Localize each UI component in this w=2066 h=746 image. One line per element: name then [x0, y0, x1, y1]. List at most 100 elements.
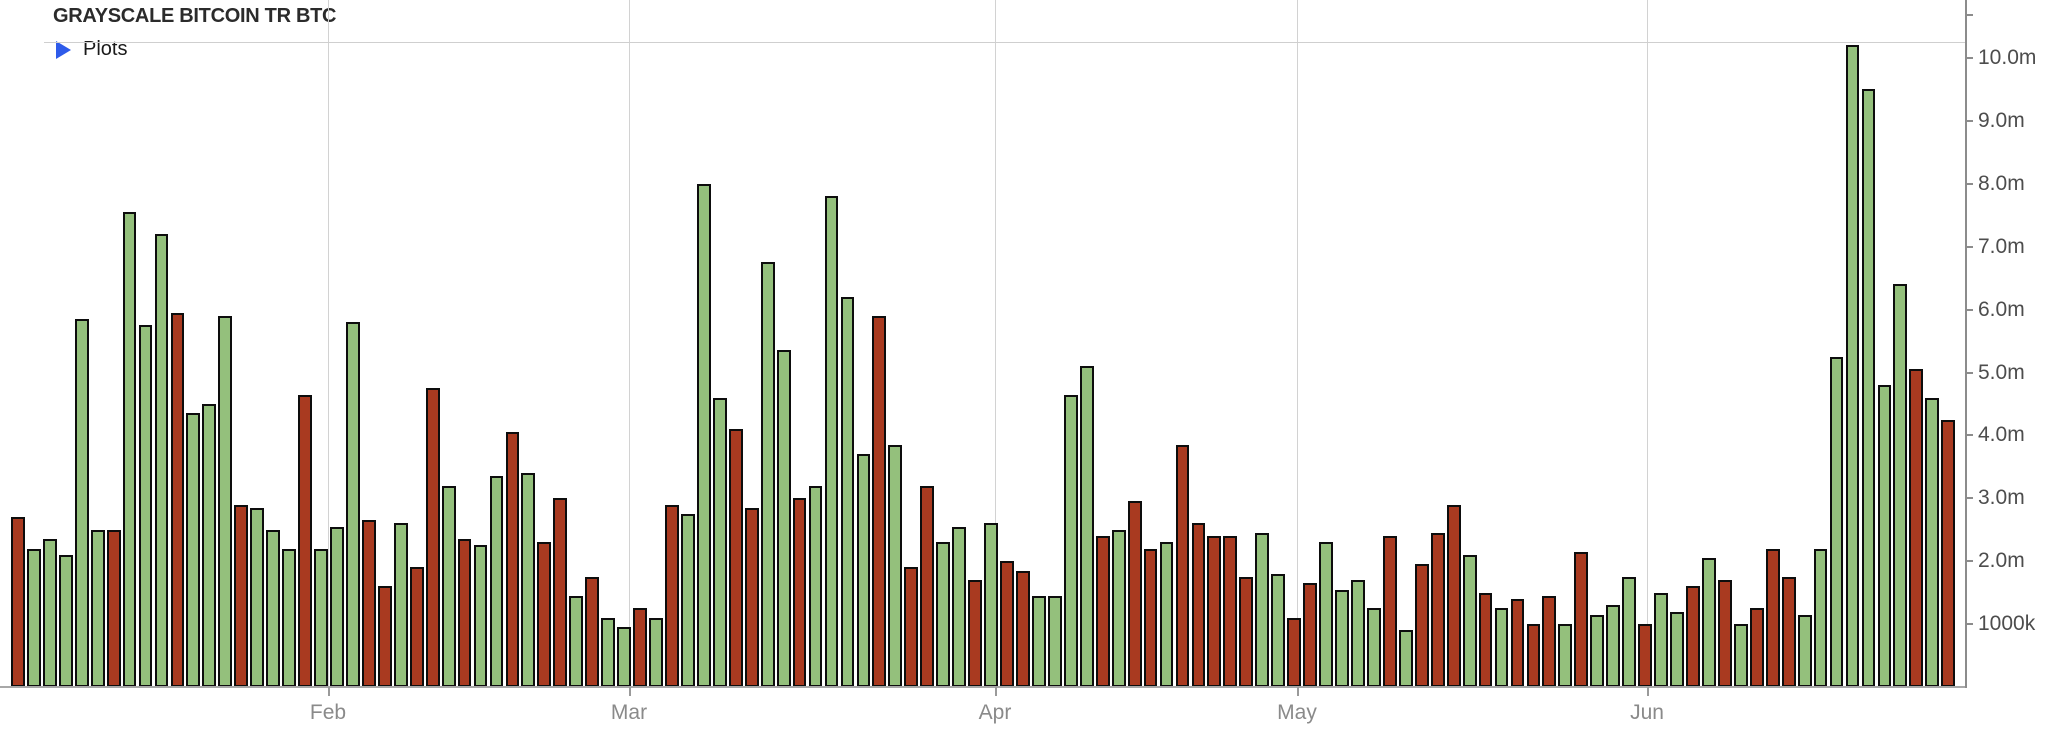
volume-bar[interactable] — [1446, 505, 1461, 687]
volume-bar[interactable] — [1558, 624, 1573, 687]
volume-bar[interactable] — [649, 618, 663, 687]
volume-bar[interactable] — [409, 567, 424, 687]
volume-bar[interactable] — [505, 432, 520, 687]
volume-bar[interactable] — [346, 322, 360, 687]
volume-bar[interactable] — [234, 505, 249, 687]
volume-bar[interactable] — [617, 627, 631, 687]
volume-bar[interactable] — [1510, 599, 1525, 687]
volume-bar[interactable] — [537, 542, 552, 687]
volume-bar[interactable] — [74, 319, 89, 687]
volume-bar[interactable] — [633, 608, 647, 687]
volume-bar[interactable] — [1271, 574, 1286, 687]
volume-bar[interactable] — [1622, 577, 1637, 687]
volume-bar[interactable] — [1255, 533, 1270, 687]
volume-bar[interactable] — [1526, 624, 1541, 687]
volume-bar[interactable] — [856, 454, 871, 687]
volume-bar[interactable] — [1686, 586, 1700, 687]
volume-bar[interactable] — [457, 539, 472, 687]
volume-bar[interactable] — [888, 445, 903, 687]
volume-bar[interactable] — [1845, 45, 1860, 687]
plots-toggle[interactable]: Plots — [56, 38, 127, 61]
volume-bar[interactable] — [361, 520, 376, 687]
volume-bar[interactable] — [314, 549, 328, 687]
volume-bar[interactable] — [1781, 577, 1796, 687]
volume-bar[interactable] — [824, 196, 839, 687]
volume-bar[interactable] — [569, 596, 584, 687]
volume-bar[interactable] — [298, 395, 312, 687]
volume-bar[interactable] — [601, 618, 616, 687]
volume-bar[interactable] — [425, 388, 440, 687]
volume-bar[interactable] — [936, 542, 951, 687]
volume-bar[interactable] — [984, 523, 998, 687]
volume-bar[interactable] — [1733, 624, 1748, 687]
volume-bar[interactable] — [1765, 549, 1780, 687]
volume-bar[interactable] — [1127, 501, 1142, 687]
volume-bar[interactable] — [122, 212, 137, 687]
volume-bar[interactable] — [1191, 523, 1206, 687]
volume-bar[interactable] — [872, 316, 887, 687]
volume-bar[interactable] — [1430, 533, 1445, 687]
volume-bar[interactable] — [1925, 398, 1940, 687]
volume-bar[interactable] — [553, 498, 568, 687]
volume-bar[interactable] — [1063, 395, 1078, 687]
volume-bar[interactable] — [1574, 552, 1589, 687]
volume-bar[interactable] — [393, 523, 408, 687]
volume-bar[interactable] — [282, 549, 296, 687]
volume-bar[interactable] — [904, 567, 919, 687]
volume-bar[interactable] — [1079, 366, 1094, 687]
volume-bar[interactable] — [202, 404, 217, 687]
volume-bar[interactable] — [1941, 420, 1956, 687]
volume-bar[interactable] — [1335, 590, 1349, 687]
volume-bar[interactable] — [1542, 596, 1557, 687]
volume-bar[interactable] — [1877, 385, 1892, 687]
volume-bar[interactable] — [138, 325, 153, 687]
volume-bar[interactable] — [1702, 558, 1716, 687]
volume-bar[interactable] — [473, 545, 488, 687]
volume-bar[interactable] — [106, 530, 121, 687]
volume-bar[interactable] — [1893, 284, 1908, 687]
volume-bar[interactable] — [1414, 564, 1429, 687]
volume-bar[interactable] — [1654, 593, 1668, 687]
volume-bar[interactable] — [1111, 530, 1126, 687]
volume-bar[interactable] — [1351, 580, 1365, 687]
volume-bar[interactable] — [1494, 608, 1509, 687]
volume-bar[interactable] — [1000, 561, 1014, 687]
volume-bar[interactable] — [696, 184, 711, 687]
volume-bar[interactable] — [1462, 555, 1477, 687]
volume-bar[interactable] — [170, 313, 185, 687]
volume-bar[interactable] — [11, 517, 25, 687]
volume-bar[interactable] — [1319, 542, 1333, 687]
volume-bar[interactable] — [920, 486, 935, 687]
volume-bar[interactable] — [90, 530, 105, 687]
volume-bar[interactable] — [489, 476, 504, 687]
volume-bar[interactable] — [1031, 596, 1046, 687]
volume-bar[interactable] — [776, 350, 791, 687]
volume-bar[interactable] — [1670, 612, 1684, 687]
volume-bar[interactable] — [952, 527, 967, 687]
volume-bar[interactable] — [154, 234, 169, 687]
volume-bar[interactable] — [1398, 630, 1413, 687]
volume-bar[interactable] — [1909, 369, 1924, 687]
volume-bar[interactable] — [1813, 549, 1828, 687]
volume-bar[interactable] — [1478, 593, 1493, 687]
volume-bar[interactable] — [1287, 618, 1302, 687]
volume-bar[interactable] — [712, 398, 727, 687]
volume-bar[interactable] — [1861, 89, 1876, 687]
volume-bar[interactable] — [250, 508, 265, 687]
volume-bar[interactable] — [1207, 536, 1222, 687]
volume-bar[interactable] — [1047, 596, 1062, 687]
volume-bar[interactable] — [585, 577, 600, 687]
volume-bar[interactable] — [1159, 542, 1174, 687]
volume-bar[interactable] — [1606, 605, 1621, 687]
volume-bar[interactable] — [808, 486, 823, 687]
volume-bar[interactable] — [441, 486, 456, 687]
volume-bar[interactable] — [1590, 615, 1605, 687]
volume-bar[interactable] — [266, 530, 281, 687]
volume-bar[interactable] — [1797, 615, 1812, 687]
volume-bar[interactable] — [968, 580, 982, 687]
volume-bar[interactable] — [1367, 608, 1381, 687]
volume-bar[interactable] — [840, 297, 855, 687]
volume-bar[interactable] — [792, 498, 807, 687]
volume-bar[interactable] — [1223, 536, 1238, 687]
volume-bar[interactable] — [1095, 536, 1110, 687]
